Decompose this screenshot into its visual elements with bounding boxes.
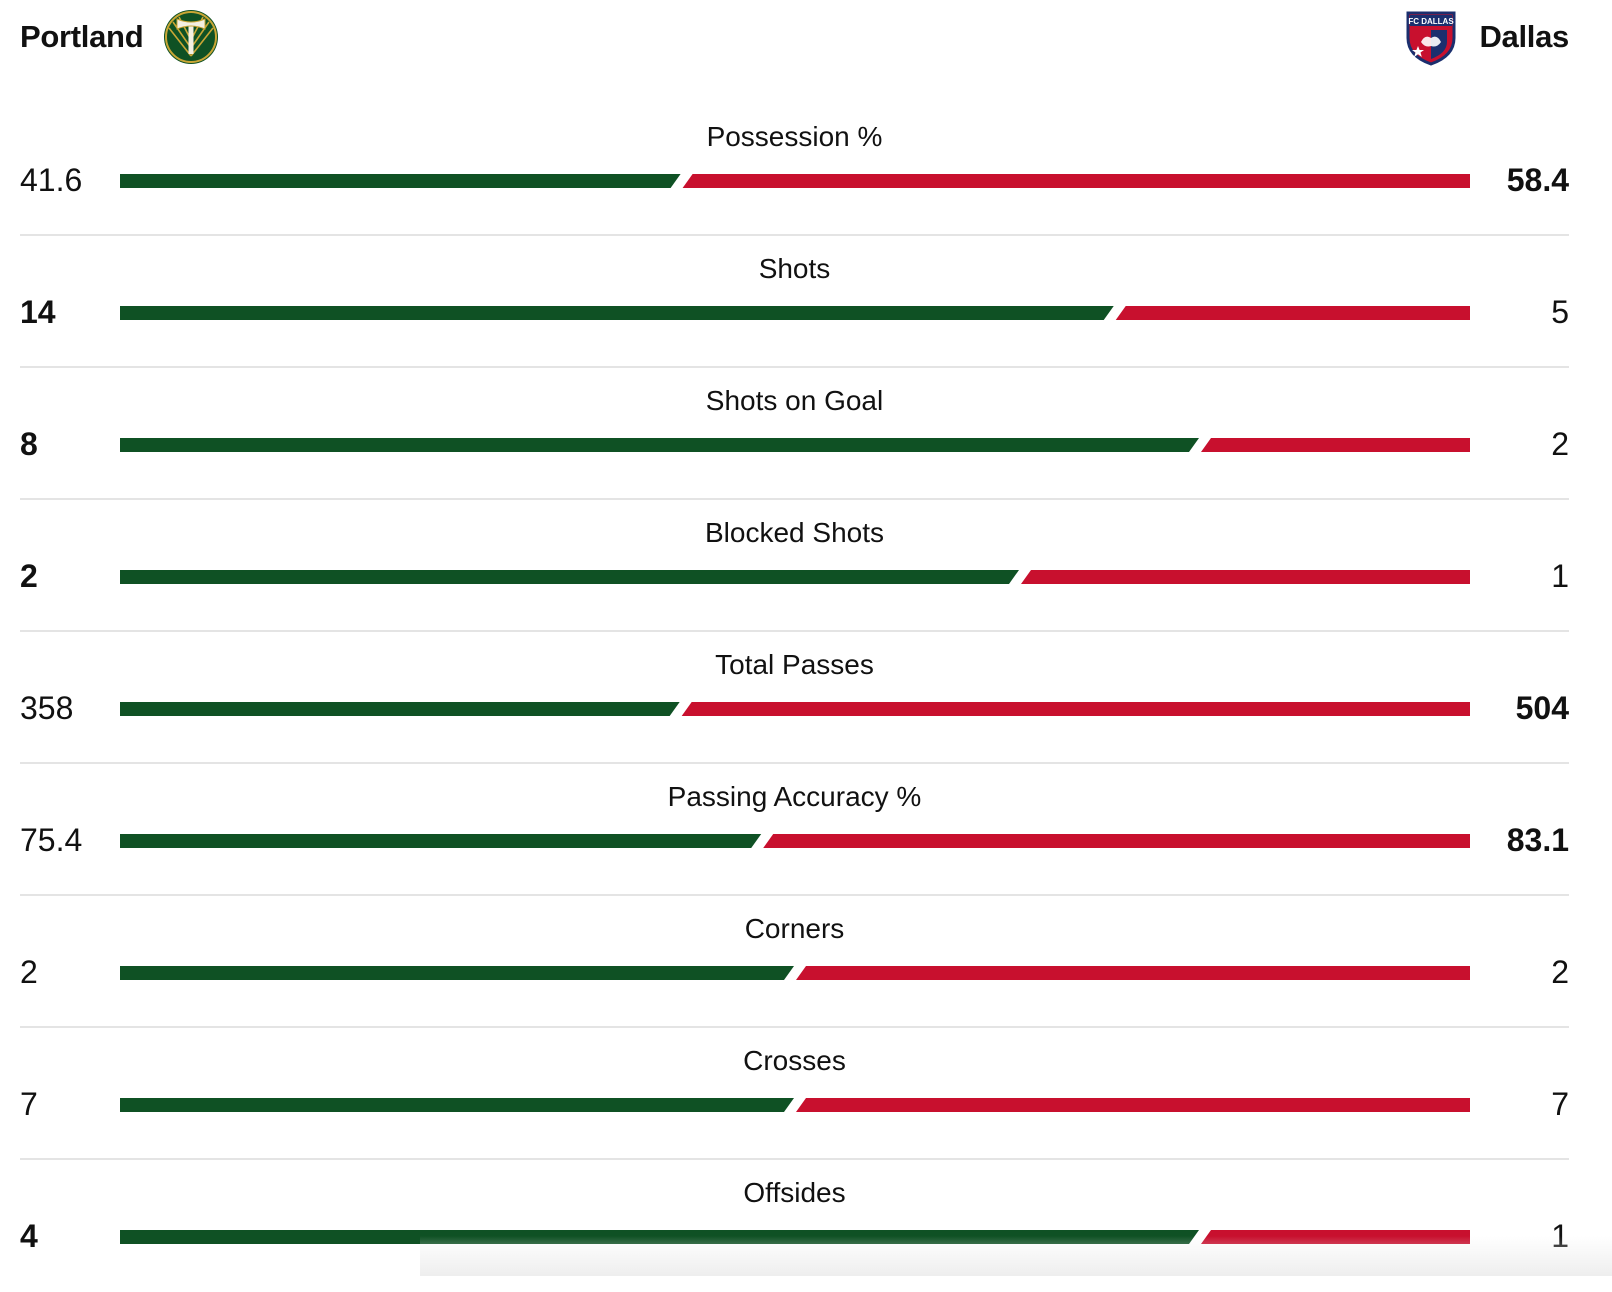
home-stat-value: 8: [20, 426, 38, 462]
portland-timbers-axe-icon: [164, 10, 219, 64]
home-stat-value: 4: [20, 1218, 38, 1254]
home-bar-segment: [120, 174, 681, 188]
home-stat-value: 75.4: [20, 822, 83, 858]
comparison-bar: [120, 438, 1470, 452]
home-stat-value: 14: [20, 294, 56, 330]
stat-label: Passing Accuracy %: [667, 781, 922, 812]
home-stat-value: 41.6: [20, 162, 83, 198]
away-bar-segment: [1021, 570, 1470, 584]
away-bar-segment: [796, 1098, 1470, 1112]
home-stat-value: 7: [20, 1086, 38, 1122]
comparison-bar: [120, 570, 1470, 584]
away-stat-value: 1: [1551, 558, 1569, 594]
stat-label: Corners: [744, 913, 845, 944]
away-bar-segment: [681, 702, 1470, 716]
stat-row: Shots 14 5: [20, 236, 1569, 368]
fc-dallas-crest-icon: FC DALLAS: [1406, 11, 1456, 66]
stat-row: Shots on Goal 8 2: [20, 368, 1569, 500]
home-stat-value: 358: [20, 690, 74, 726]
away-team-name: Dallas: [1479, 19, 1569, 54]
home-stat-value: 2: [20, 954, 38, 990]
away-stat-value: 2: [1551, 954, 1569, 990]
stat-row: Total Passes 358 504: [20, 632, 1569, 764]
stat-label: Shots on Goal: [705, 385, 884, 416]
home-team-name: Portland: [20, 19, 144, 54]
stat-label: Possession %: [706, 121, 883, 152]
comparison-bar: [120, 1098, 1470, 1112]
stat-row: Crosses 7 7: [20, 1028, 1569, 1160]
stat-row: Possession % 41.6 58.4: [20, 104, 1569, 236]
stat-row: Passing Accuracy % 75.4 83.1: [20, 764, 1569, 896]
away-bar-segment: [796, 966, 1470, 980]
home-bar-segment: [120, 702, 680, 716]
bottom-fade: [420, 1236, 1612, 1276]
stat-label: Shots: [758, 253, 831, 284]
comparison-bar: [120, 966, 1470, 980]
home-bar-segment: [120, 834, 762, 848]
fc-dallas-logo-text: FC DALLAS: [1409, 17, 1455, 26]
home-bar-segment: [120, 1098, 794, 1112]
match-stats-list: Possession % 41.6 58.4 Shots 14 5 Shots on Goa…: [20, 104, 1569, 1292]
comparison-bar: [120, 702, 1470, 716]
away-bar-segment: [763, 834, 1470, 848]
away-stat-value: 7: [1551, 1086, 1569, 1122]
stat-label: Offsides: [743, 1177, 846, 1208]
home-stat-value: 2: [20, 558, 38, 594]
away-stat-value: 504: [1515, 690, 1569, 726]
comparison-bar: [120, 306, 1470, 320]
match-header: Portland FC DALLAS Dallas: [20, 0, 1569, 74]
stat-label: Blocked Shots: [705, 517, 884, 548]
stat-row: Blocked Shots 2 1: [20, 500, 1569, 632]
home-bar-segment: [120, 306, 1114, 320]
away-stat-value: 5: [1551, 294, 1569, 330]
home-bar-segment: [120, 438, 1199, 452]
comparison-bar: [120, 174, 1470, 188]
home-bar-segment: [120, 966, 794, 980]
home-team: Portland: [20, 8, 219, 66]
stat-row: Corners 2 2: [20, 896, 1569, 1028]
away-stat-value: 58.4: [1506, 162, 1569, 198]
comparison-bar: [120, 834, 1470, 848]
home-bar-segment: [120, 570, 1019, 584]
away-stat-value: 83.1: [1506, 822, 1569, 858]
away-bar-segment: [1201, 438, 1470, 452]
stat-label: Crosses: [743, 1045, 846, 1076]
away-stat-value: 2: [1551, 426, 1569, 462]
stat-label: Total Passes: [715, 649, 874, 680]
away-bar-segment: [682, 174, 1470, 188]
away-team: FC DALLAS Dallas: [1403, 8, 1569, 66]
away-bar-segment: [1115, 306, 1470, 320]
